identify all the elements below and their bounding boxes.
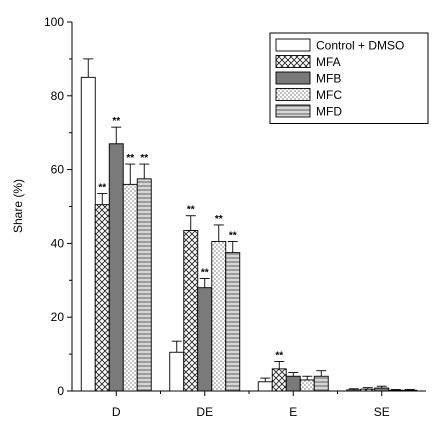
bar bbox=[80, 76, 96, 392]
y-tick-label: 20 bbox=[51, 310, 65, 324]
y-axis-label: Share (%) bbox=[11, 179, 25, 233]
bar bbox=[94, 204, 110, 392]
y-tick-label: 40 bbox=[51, 236, 65, 250]
y-tick-label: 80 bbox=[51, 89, 65, 103]
bar bbox=[211, 241, 227, 392]
legend-swatch bbox=[275, 104, 311, 118]
bar bbox=[257, 381, 273, 392]
bar bbox=[271, 368, 287, 392]
x-tick-label: DE bbox=[196, 405, 213, 419]
bar bbox=[197, 287, 213, 392]
y-tick-label: 0 bbox=[57, 384, 64, 398]
legend-swatch bbox=[275, 38, 311, 52]
significance-label: ** bbox=[229, 231, 237, 242]
x-tick-label: D bbox=[112, 405, 121, 419]
y-tick-label: 100 bbox=[44, 15, 64, 29]
legend: Control + DMSO MFA MFB MFC MFD bbox=[269, 32, 429, 124]
legend-label: MFB bbox=[316, 72, 341, 86]
bar bbox=[225, 252, 241, 392]
bar bbox=[136, 178, 152, 392]
bar bbox=[360, 388, 376, 392]
bar bbox=[108, 143, 124, 392]
legend-swatch bbox=[275, 88, 311, 101]
bar bbox=[313, 375, 329, 392]
bar bbox=[169, 351, 185, 392]
bar bbox=[299, 379, 315, 392]
significance-label: ** bbox=[215, 214, 223, 225]
bar bbox=[122, 183, 138, 392]
legend-swatch bbox=[275, 71, 311, 85]
bar bbox=[346, 389, 362, 392]
legend-swatch bbox=[275, 55, 311, 68]
significance-label: ** bbox=[201, 267, 209, 278]
bar bbox=[388, 389, 404, 392]
significance-label: ** bbox=[187, 205, 195, 216]
legend-label: MFD bbox=[316, 105, 342, 119]
bar bbox=[285, 375, 301, 392]
y-tick-label: 60 bbox=[51, 163, 65, 177]
x-tick-label: E bbox=[289, 405, 297, 419]
legend-label: MFA bbox=[316, 55, 341, 69]
bar bbox=[183, 230, 199, 392]
significance-label: ** bbox=[112, 116, 120, 127]
bar bbox=[374, 387, 390, 392]
legend-label: Control + DMSO bbox=[316, 39, 404, 53]
significance-label: ** bbox=[275, 350, 283, 361]
bar bbox=[402, 389, 418, 392]
legend-label: MFC bbox=[316, 88, 342, 102]
significance-label: ** bbox=[126, 153, 134, 164]
significance-label: ** bbox=[98, 183, 106, 194]
significance-label: ** bbox=[140, 153, 148, 164]
x-tick-label: SE bbox=[374, 405, 390, 419]
